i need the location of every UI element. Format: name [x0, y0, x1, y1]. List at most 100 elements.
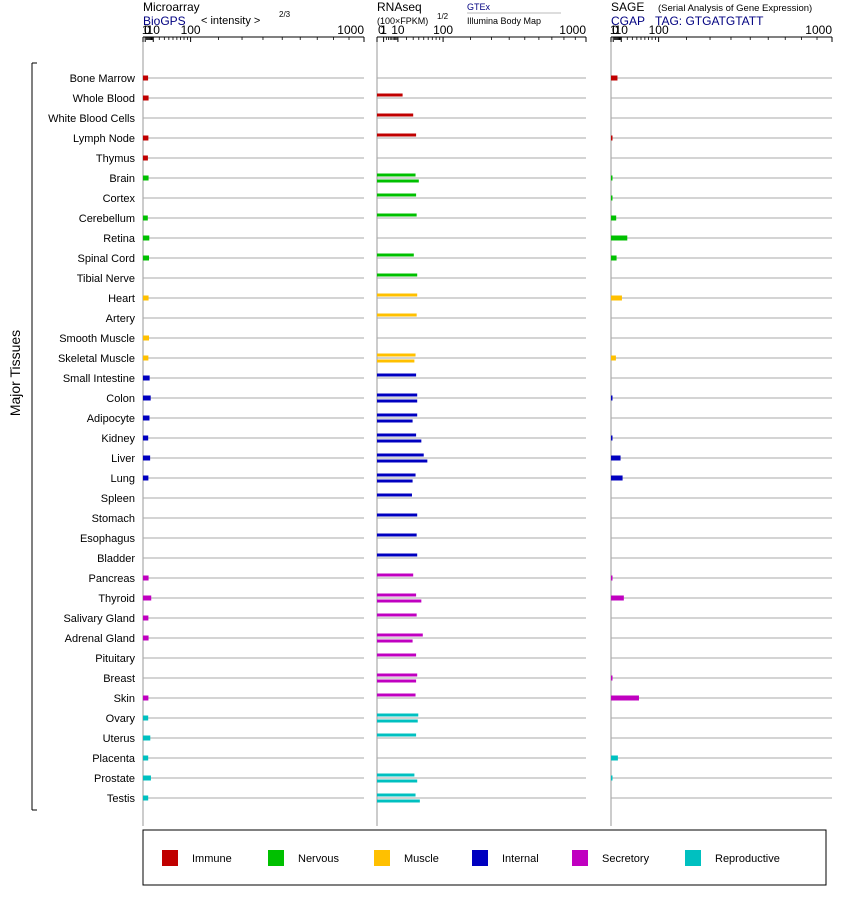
bar — [377, 293, 418, 297]
x-tick-label: 1000 — [559, 23, 586, 37]
x-tick-label: 10 — [391, 23, 405, 37]
bar — [611, 75, 618, 81]
bar — [377, 693, 416, 697]
bar — [377, 593, 417, 597]
tissue-label: Whole Blood — [73, 93, 135, 105]
x-tick-label: 100 — [181, 23, 201, 37]
bar — [143, 155, 148, 161]
bar — [377, 779, 418, 783]
bar — [377, 513, 418, 517]
rnaseq-exponent: 1/2 — [437, 12, 449, 21]
bar — [377, 613, 417, 617]
tissue-label: Salivary Gland — [63, 613, 135, 625]
rnaseq-title: RNAseq — [377, 0, 422, 14]
bar — [143, 415, 150, 421]
bar — [143, 435, 149, 441]
tissue-label: Uterus — [103, 733, 136, 745]
bar — [377, 773, 415, 777]
bar — [611, 575, 613, 581]
rnaseq-unit: (100×FPKM) — [377, 16, 428, 26]
bar — [377, 639, 413, 643]
legend-label: Immune — [192, 853, 232, 865]
tissue-label: Brain — [109, 173, 135, 185]
tissue-label: Breast — [103, 673, 135, 685]
sage-subtitle: CGAP — [611, 14, 645, 28]
x-tick-label: 1 — [380, 23, 387, 37]
bar — [377, 359, 415, 363]
legend-label: Nervous — [298, 853, 339, 865]
bar — [143, 455, 151, 461]
bar — [611, 135, 613, 141]
legend-label: Reproductive — [715, 853, 780, 865]
bar — [143, 795, 149, 801]
bar — [377, 179, 419, 183]
bar — [611, 235, 628, 241]
rnaseq-source-bodymap: Illumina Body Map — [467, 16, 541, 26]
bar — [377, 273, 418, 277]
sage-title: SAGE — [611, 0, 644, 14]
microarray-intensity: < intensity > — [201, 15, 260, 27]
legend-label: Internal — [502, 853, 539, 865]
bar — [377, 113, 414, 117]
bar — [611, 435, 613, 441]
microarray-title: Microarray — [143, 0, 200, 14]
bar — [377, 533, 417, 537]
bar — [377, 459, 428, 463]
bar — [143, 475, 149, 481]
bar — [611, 175, 613, 181]
bar — [377, 599, 422, 603]
bar — [143, 295, 149, 301]
x-tick-label: 10 — [615, 23, 629, 37]
bar — [143, 215, 148, 221]
x-tick-label: 10 — [147, 23, 161, 37]
x-tick-label: 1 — [142, 23, 149, 37]
bar — [611, 475, 623, 481]
tissue-label: Skin — [114, 693, 135, 705]
tissue-label: Tibial Nerve — [77, 273, 135, 285]
sage-title-extra: (Serial Analysis of Gene Expression) — [658, 3, 812, 14]
bar — [143, 695, 149, 701]
legend-swatch — [472, 850, 488, 866]
bar — [377, 493, 412, 497]
tissue-label: Heart — [108, 293, 135, 305]
x-tick-label: 0 — [378, 23, 385, 37]
legend-label: Secretory — [602, 853, 650, 865]
tissue-label: Adrenal Gland — [65, 633, 135, 645]
bar — [377, 413, 418, 417]
bar — [143, 235, 150, 241]
bar — [143, 75, 149, 81]
legend-swatch — [268, 850, 284, 866]
bar — [377, 719, 418, 723]
bar — [377, 479, 413, 483]
bars — [143, 75, 639, 803]
bar — [377, 133, 417, 137]
bar — [377, 653, 417, 657]
tissue-label: Spinal Cord — [78, 253, 135, 265]
tissue-label: Esophagus — [80, 533, 136, 545]
bar — [377, 473, 416, 477]
bar — [377, 313, 417, 317]
tissue-label: Testis — [107, 793, 136, 805]
tissue-label: Spleen — [101, 493, 135, 505]
bar — [377, 193, 417, 197]
bar — [143, 715, 149, 721]
tissue-label: Lymph Node — [73, 133, 135, 145]
legend-swatch — [162, 850, 178, 866]
x-tick-label: 1000 — [805, 23, 832, 37]
tissue-label: Ovary — [106, 713, 136, 725]
tissue-label: Colon — [106, 393, 135, 405]
bar — [377, 393, 418, 397]
bar — [377, 253, 414, 257]
bar — [611, 695, 639, 701]
bar — [611, 675, 613, 681]
bar — [143, 375, 150, 381]
tissue-rows: Bone Marrow Whole Blood White Blood Cells L… — [48, 73, 832, 805]
bar — [377, 173, 416, 177]
bar — [377, 713, 419, 717]
bar — [611, 255, 617, 261]
tissue-label: Thymus — [96, 153, 136, 165]
legend-swatch — [374, 850, 390, 866]
y-axis-bracket: Major Tissues — [7, 62, 37, 811]
